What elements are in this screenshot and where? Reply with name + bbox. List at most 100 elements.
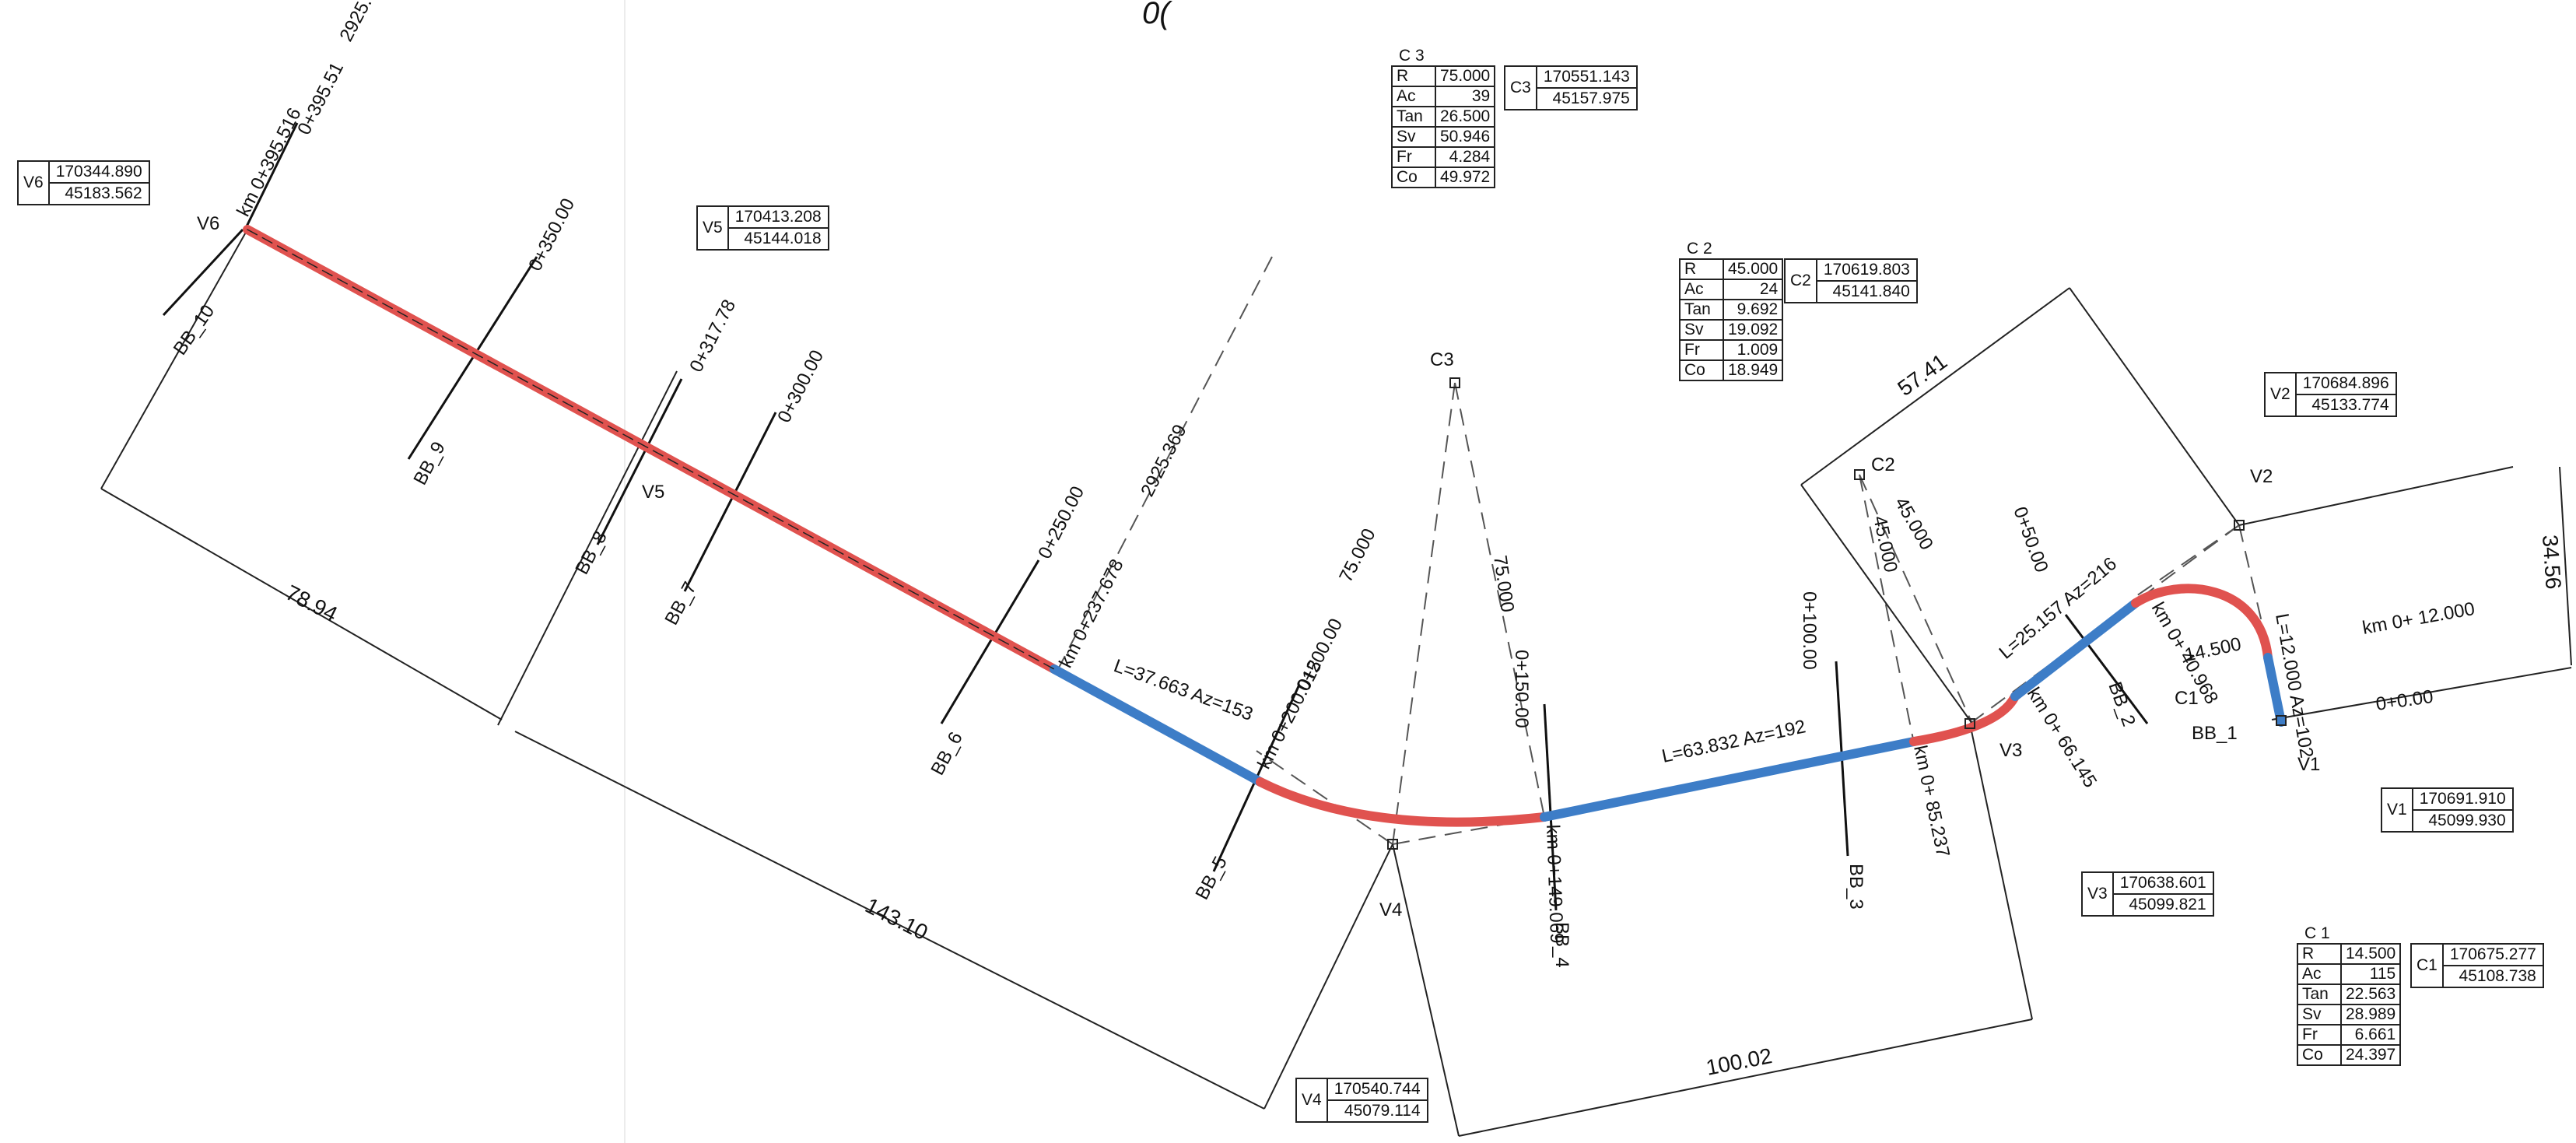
section-bb-7	[683, 412, 777, 592]
chainage-317: 0+317.78	[685, 296, 740, 376]
curve-table-c1: C 1 R 14.500 Ac 115 Tan 22.563 Sv 28.989 Fr 6…	[2297, 924, 2402, 1066]
curve-table-c2: C 2 R 45.000 Ac 24 Tan 9.692 Sv 19.092 Fr 1.0…	[1679, 240, 1784, 381]
northing-value: 170551.143	[1537, 67, 1636, 89]
coordinate-box-v3: V3 170638.601 45099.821	[2081, 871, 2214, 917]
chainage-300: 0+300.00	[773, 347, 828, 426]
easting-value: 45108.738	[2459, 967, 2536, 985]
northing-value: 170344.890	[49, 162, 149, 184]
easting-value: 45099.821	[2129, 896, 2206, 913]
coordinate-box-v4: V4 170540.744 45079.114	[1295, 1078, 1428, 1123]
curve-table-title: C 1	[2304, 924, 2330, 942]
dimension-lines	[100, 229, 2572, 1137]
coordinate-box-c2: C2 170619.803 45141.840	[1784, 258, 1918, 303]
curve-table-title: C 3	[1399, 47, 1425, 65]
tangent-segment-2	[1540, 737, 1919, 822]
coordinate-box-c3: C3 170551.143 45157.975	[1504, 65, 1638, 110]
chainage-237-km: km 0+237.678	[1055, 556, 1127, 671]
curve-segment-c3	[1256, 777, 1549, 827]
segment-label-3: L=25.157 Az=216	[1996, 553, 2122, 664]
alignment	[243, 225, 2286, 827]
easting-value: 45079.114	[1344, 1102, 1421, 1120]
vertex-v1-marker	[2276, 715, 2287, 726]
coordinate-tag: C1	[2412, 945, 2444, 987]
dimension-3456: 34.56	[2538, 534, 2566, 590]
section-label-bb7: BB_7	[661, 578, 700, 629]
plan-labels: 2925.36 0( km 0+395.516 0+395.51 0+350.0…	[170, 0, 2566, 1080]
northing-value: 170684.896	[2296, 373, 2396, 395]
extension-line-2925	[1057, 256, 1273, 670]
vertex-v3-marker	[1964, 718, 1975, 729]
northing-value: 170691.910	[2413, 789, 2512, 811]
easting-value: 45157.975	[1552, 89, 1630, 107]
chainage-2925: 2925.369	[1137, 421, 1191, 500]
section-label-bb6: BB_6	[927, 728, 966, 779]
dim-line-5741	[1800, 287, 2070, 486]
northing-value: 170638.601	[2113, 873, 2213, 895]
curve-segment-c1	[2131, 584, 2273, 662]
radius-c3-b: 75.000	[1489, 554, 1518, 613]
chainage-200: 0+200.00	[1292, 615, 1347, 695]
curve-segment-c2	[1909, 692, 2020, 746]
dimension-14310: 143.10	[861, 893, 931, 945]
tangent-segment-4	[2263, 653, 2286, 727]
chainage-250: 0+250.00	[1034, 483, 1088, 563]
chainage-350: 0+350.00	[524, 195, 579, 275]
chainage-12-km: km 0+ 12.000	[2360, 598, 2476, 639]
top-fragment-label: 2925.36	[335, 0, 386, 45]
northing-value: 170413.208	[728, 207, 828, 229]
easting-value: 45133.774	[2311, 396, 2389, 414]
center-c2-marker	[1854, 469, 1865, 480]
radius-line-c2-a	[1859, 474, 1915, 744]
center-c3-marker	[1449, 377, 1460, 388]
curve-table-title: C 2	[1687, 240, 1712, 258]
dim-line-10002	[1458, 1019, 2033, 1137]
northing-value: 170619.803	[1817, 260, 1916, 282]
radius-c1: 14.500	[2183, 633, 2243, 666]
vertex-v2-marker	[2234, 520, 2245, 531]
dimension-7894: 78.94	[282, 580, 342, 626]
coordinate-box-v6: V6 170344.890 45183.562	[17, 160, 150, 205]
easting-value: 45099.930	[2428, 812, 2506, 829]
radius-line-c3-pc	[1454, 382, 1545, 818]
easting-value: 45141.840	[1832, 282, 1910, 300]
dim-line-14310	[514, 731, 1265, 1110]
radius-line-c2-b	[1859, 474, 1973, 724]
vertex-label-v2: V2	[2250, 466, 2273, 487]
tangent-v2-back	[2131, 524, 2240, 600]
chainage-149-km: km 0+149.069	[1542, 824, 1567, 944]
easting-value: 45144.018	[744, 230, 822, 247]
section-label-bb4: BB_4	[1551, 922, 1572, 968]
vertex-label-v6: V6	[197, 213, 219, 234]
dimension-5741: 57.41	[1893, 349, 1951, 401]
section-label-bb5: BB_5	[1191, 853, 1231, 903]
center-label-c3: C3	[1430, 349, 1454, 370]
vertex-label-v3: V3	[1999, 740, 2022, 761]
coordinate-tag: V2	[2266, 373, 2297, 415]
coordinate-tag: V1	[2382, 789, 2413, 831]
tangent-v4-back	[1256, 750, 1393, 845]
chainage-150: 0+150.00	[1511, 650, 1532, 728]
vertex-label-v5: V5	[642, 482, 664, 503]
coordinate-box-v5: V5 170413.208 45144.018	[696, 205, 829, 251]
chainage-50: 0+50.00	[2009, 504, 2052, 575]
center-label-c1: C1	[2175, 688, 2199, 709]
radius-line-c3-v4	[1392, 382, 1456, 845]
section-bb-2	[2064, 614, 2149, 724]
chainage-85-km: km 0+ 85.237	[1909, 744, 1954, 860]
cross-section-lines	[162, 122, 2149, 911]
dim-line-7894	[100, 488, 503, 721]
segment-label-2: L=63.832 Az=192	[1660, 716, 1808, 767]
coordinate-tag: V3	[2083, 873, 2114, 915]
top-corner-label: 0(	[1142, 0, 1172, 30]
chainage-395-km: km 0+395.516	[233, 104, 305, 219]
radius-c2-a: 45.000	[1891, 494, 1937, 554]
chainage-66-km: km 0+ 66.145	[2023, 684, 2101, 791]
coordinate-tag: C3	[1505, 67, 1537, 109]
center-markers	[1387, 377, 2287, 850]
radius-c3-a: 75.000	[1335, 525, 1379, 586]
tangent-segment-3	[2010, 598, 2140, 701]
curve-table-c3: C 3 R 75.000 Ac 39 Tan 26.500 Sv 50.946 Fr 4.…	[1391, 47, 1496, 188]
section-bb-9	[407, 256, 538, 460]
curve-segment-v6-v5	[243, 225, 1059, 674]
